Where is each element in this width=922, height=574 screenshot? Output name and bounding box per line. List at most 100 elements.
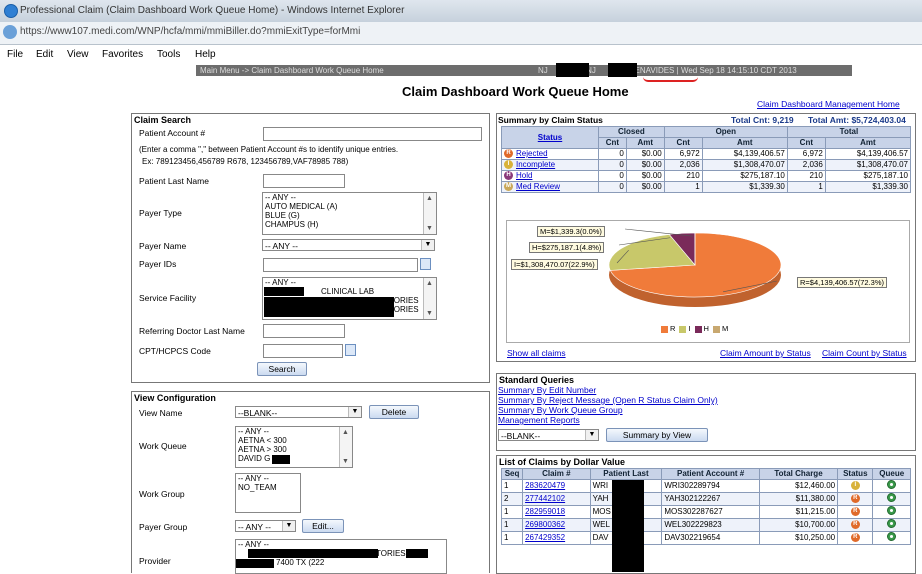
lookup-icon[interactable] <box>345 344 356 356</box>
claim-cell[interactable]: 267429352 <box>523 532 591 545</box>
menu-tools[interactable]: Tools <box>157 49 180 60</box>
patient-account-input[interactable] <box>263 127 482 141</box>
pie-annotation: I=$1,308,470.07(22.9%) <box>511 259 598 270</box>
list-item[interactable]: -- ANY -- <box>236 474 300 483</box>
lookup-icon[interactable] <box>420 258 431 270</box>
status-r-icon[interactable]: R <box>851 520 860 529</box>
legend-swatch <box>679 326 686 333</box>
work-group-listbox[interactable]: -- ANY -- NO_TEAM <box>235 473 301 513</box>
query-link[interactable]: Summary By Work Queue Group <box>498 405 623 415</box>
queue-cell[interactable] <box>873 519 911 532</box>
list-item[interactable]: NO_TEAM <box>236 483 300 492</box>
cpt-input[interactable] <box>263 344 343 358</box>
total-charge-cell: $10,700.00 <box>759 519 837 532</box>
status-cell[interactable]: R <box>838 506 873 519</box>
menu-favorites[interactable]: Favorites <box>102 49 143 60</box>
claim-link[interactable]: 277442102 <box>525 494 565 503</box>
queue-cell[interactable] <box>873 532 911 545</box>
chevron-down-icon[interactable]: ▼ <box>421 240 434 250</box>
status-link[interactable]: Med Review <box>516 182 560 191</box>
status-cell[interactable]: I <box>838 480 873 493</box>
status-r-icon[interactable]: R <box>851 507 860 516</box>
claim-link[interactable]: 283620479 <box>525 481 565 490</box>
queue-cell[interactable] <box>873 493 911 506</box>
status-cell[interactable]: R <box>838 532 873 545</box>
list-item[interactable]: AUTO MEDICAL (A) <box>263 202 436 211</box>
status-link[interactable]: Incomplete <box>516 160 555 169</box>
scrollbar[interactable] <box>423 193 436 234</box>
management-home-link[interactable]: Claim Dashboard Management Home <box>757 99 900 109</box>
query-link[interactable]: Summary By Edit Number <box>498 385 596 395</box>
chevron-down-icon[interactable]: ▼ <box>282 521 295 531</box>
breadcrumb[interactable]: Main Menu -> Claim Dashboard Work Queue … <box>200 65 384 76</box>
status-header[interactable]: Status <box>502 127 599 149</box>
query-link[interactable]: Summary By Reject Message (Open R Status… <box>498 395 718 405</box>
claim-cell[interactable]: 269800362 <box>523 519 591 532</box>
payer-group-select[interactable]: -- ANY -- ▼ <box>235 520 296 532</box>
patient-last-name-input[interactable] <box>263 174 345 188</box>
edit-button[interactable]: Edit... <box>302 519 344 533</box>
status-cell[interactable]: R <box>838 519 873 532</box>
list-item[interactable]: -- ANY -- <box>263 278 436 287</box>
chevron-down-icon[interactable]: ▼ <box>348 407 361 417</box>
claim-cell[interactable]: 283620479 <box>523 480 591 493</box>
status-sort-link[interactable]: Status <box>538 133 562 142</box>
list-item[interactable]: -- ANY -- <box>236 427 352 436</box>
claim-link[interactable]: 267429352 <box>525 533 565 542</box>
queue-cell[interactable] <box>873 480 911 493</box>
back-arrow-icon[interactable] <box>3 25 17 39</box>
list-item[interactable]: -- ANY -- <box>236 540 446 549</box>
summary-by-view-button[interactable]: Summary by View <box>606 428 708 442</box>
query-link[interactable]: Management Reports <box>498 415 580 425</box>
payer-type-listbox[interactable]: -- ANY -- AUTO MEDICAL (A) BLUE (G) CHAM… <box>262 192 437 235</box>
list-item[interactable]: -- ANY -- <box>263 193 436 202</box>
referring-doctor-input[interactable] <box>263 324 345 338</box>
claims-table: Seq Claim # Patient Last Patient Account… <box>501 468 911 545</box>
claim-amount-link[interactable]: Claim Amount by Status <box>720 348 811 358</box>
claim-link[interactable]: 282959018 <box>525 507 565 516</box>
delete-button[interactable]: Delete <box>369 405 419 419</box>
show-all-claims-link[interactable]: Show all claims <box>507 348 566 358</box>
provider-label: Provider <box>139 556 171 566</box>
queue-icon[interactable] <box>887 493 896 502</box>
claim-link[interactable]: 269800362 <box>525 520 565 529</box>
closed-cnt-cell: 0 <box>599 149 627 160</box>
url-field[interactable]: https://www107.medi.com/WNP/hcfa/mmi/mmi… <box>20 26 360 37</box>
work-queue-listbox[interactable]: -- ANY -- AETNA < 300 AETNA > 300 DAVID … <box>235 426 353 468</box>
queue-icon[interactable] <box>887 532 896 541</box>
query-view-select[interactable]: --BLANK-- ▼ <box>498 429 599 441</box>
payer-ids-input[interactable] <box>263 258 418 272</box>
view-name-select[interactable]: --BLANK-- ▼ <box>235 406 362 418</box>
list-item[interactable]: DAVID G <box>236 454 352 463</box>
list-item[interactable]: BLUE (G) <box>263 211 436 220</box>
payer-name-select[interactable]: -- ANY -- ▼ <box>262 239 435 251</box>
search-button[interactable]: Search <box>257 362 307 376</box>
queue-cell[interactable] <box>873 506 911 519</box>
status-cell[interactable]: R <box>838 493 873 506</box>
claim-cell[interactable]: 277442102 <box>523 493 591 506</box>
status-link[interactable]: Rejected <box>516 149 548 158</box>
menu-help[interactable]: Help <box>195 49 216 60</box>
menu-file[interactable]: File <box>7 49 23 60</box>
scrollbar[interactable] <box>423 278 436 319</box>
chevron-down-icon[interactable]: ▼ <box>585 430 598 440</box>
scrollbar[interactable] <box>339 427 352 467</box>
queue-icon[interactable] <box>887 519 896 528</box>
list-item[interactable]: AETNA > 300 <box>236 445 352 454</box>
status-i-icon[interactable]: I <box>851 481 860 490</box>
queue-icon[interactable] <box>887 480 896 489</box>
claim-cell[interactable]: 282959018 <box>523 506 591 519</box>
menu-view[interactable]: View <box>67 49 89 60</box>
menu-edit[interactable]: Edit <box>36 49 53 60</box>
status-link[interactable]: Hold <box>516 171 532 180</box>
claim-count-link[interactable]: Claim Count by Status <box>822 348 907 358</box>
list-item[interactable]: AETNA < 300 <box>236 436 352 445</box>
status-r-icon[interactable]: R <box>851 494 860 503</box>
status-r-icon[interactable]: R <box>851 533 860 542</box>
queue-icon[interactable] <box>887 506 896 515</box>
list-item[interactable]: CHAMPUS (H) <box>263 220 436 229</box>
